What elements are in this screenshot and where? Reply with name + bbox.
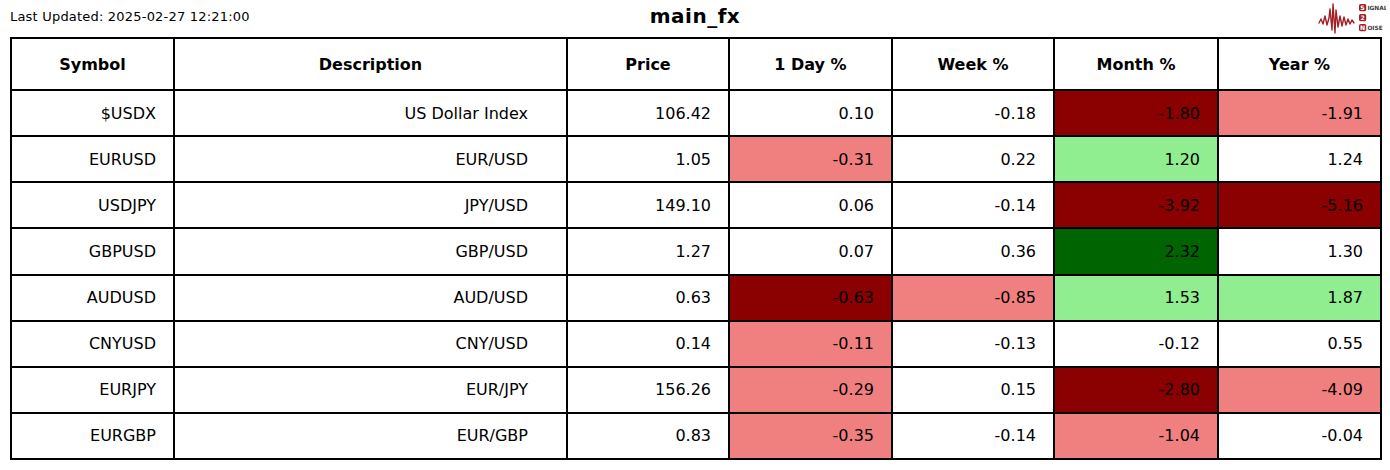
cell-year-pct: 1.30 — [1218, 228, 1381, 274]
cell-year-pct: 1.87 — [1218, 275, 1381, 321]
cell-month-pct: 2.32 — [1054, 228, 1218, 274]
table-row: USDJPY JPY/USD 149.10 0.06 -0.14 -3.92 -… — [11, 182, 1381, 228]
cell-description: EUR/GBP — [174, 413, 567, 459]
cell-symbol: EURUSD — [11, 136, 174, 182]
col-header-description: Description — [174, 38, 567, 90]
cell-price: 0.83 — [567, 413, 729, 459]
cell-description: AUD/USD — [174, 275, 567, 321]
table-row: GBPUSD GBP/USD 1.27 0.07 0.36 2.32 1.30 — [11, 228, 1381, 274]
cell-month-pct: -1.04 — [1054, 413, 1218, 459]
cell-month-pct: -2.80 — [1054, 367, 1218, 413]
cell-description: CNY/USD — [174, 321, 567, 367]
page-title: main_fx — [0, 4, 1390, 28]
cell-price: 149.10 — [567, 182, 729, 228]
table-row: EURUSD EUR/USD 1.05 -0.31 0.22 1.20 1.24 — [11, 136, 1381, 182]
cell-day-pct: 0.06 — [729, 182, 892, 228]
logo-number-2: 2 — [1360, 14, 1364, 21]
cell-price: 0.14 — [567, 321, 729, 367]
table-row: AUDUSD AUD/USD 0.63 -0.63 -0.85 1.53 1.8… — [11, 275, 1381, 321]
cell-description: GBP/USD — [174, 228, 567, 274]
cell-year-pct: 0.55 — [1218, 321, 1381, 367]
cell-week-pct: 0.15 — [892, 367, 1054, 413]
cell-week-pct: -0.14 — [892, 182, 1054, 228]
cell-day-pct: -0.29 — [729, 367, 892, 413]
cell-symbol: $USDX — [11, 90, 174, 136]
col-header-week-pct: Week % — [892, 38, 1054, 90]
cell-year-pct: -4.09 — [1218, 367, 1381, 413]
cell-week-pct: -0.13 — [892, 321, 1054, 367]
cell-symbol: USDJPY — [11, 182, 174, 228]
cell-week-pct: 0.36 — [892, 228, 1054, 274]
cell-description: EUR/JPY — [174, 367, 567, 413]
cell-month-pct: 1.20 — [1054, 136, 1218, 182]
cell-description: US Dollar Index — [174, 90, 567, 136]
cell-day-pct: 0.10 — [729, 90, 892, 136]
table-row: EURJPY EUR/JPY 156.26 -0.29 0.15 -2.80 -… — [11, 367, 1381, 413]
cell-day-pct: -0.31 — [729, 136, 892, 182]
cell-price: 0.63 — [567, 275, 729, 321]
cell-symbol: AUDUSD — [11, 275, 174, 321]
cell-year-pct: -5.16 — [1218, 182, 1381, 228]
logo-text-noise: OISE — [1367, 25, 1382, 31]
cell-price: 1.05 — [567, 136, 729, 182]
cell-day-pct: -0.11 — [729, 321, 892, 367]
table-row: $USDX US Dollar Index 106.42 0.10 -0.18 … — [11, 90, 1381, 136]
waveform-icon — [1319, 4, 1354, 33]
col-header-symbol: Symbol — [11, 38, 174, 90]
cell-description: EUR/USD — [174, 136, 567, 182]
cell-symbol: GBPUSD — [11, 228, 174, 274]
cell-price: 156.26 — [567, 367, 729, 413]
cell-price: 1.27 — [567, 228, 729, 274]
col-header-day-pct: 1 Day % — [729, 38, 892, 90]
cell-price: 106.42 — [567, 90, 729, 136]
logo-graphic: S IGNAL 2 N OISE — [1318, 1, 1386, 36]
cell-year-pct: -0.04 — [1218, 413, 1381, 459]
logo-text-signal: IGNAL — [1367, 5, 1386, 11]
cell-week-pct: -0.18 — [892, 90, 1054, 136]
logo-letter-n: N — [1360, 24, 1365, 31]
table-row: CNYUSD CNY/USD 0.14 -0.11 -0.13 -0.12 0.… — [11, 321, 1381, 367]
cell-month-pct: -1.80 — [1054, 90, 1218, 136]
table-row: EURGBP EUR/GBP 0.83 -0.35 -0.14 -1.04 -0… — [11, 413, 1381, 459]
cell-year-pct: 1.24 — [1218, 136, 1381, 182]
cell-day-pct: 0.07 — [729, 228, 892, 274]
logo-letter-s: S — [1360, 4, 1364, 11]
signal2noise-logo: S IGNAL 2 N OISE — [1318, 1, 1386, 40]
cell-month-pct: -3.92 — [1054, 182, 1218, 228]
col-header-year-pct: Year % — [1218, 38, 1381, 90]
cell-symbol: CNYUSD — [11, 321, 174, 367]
cell-day-pct: -0.63 — [729, 275, 892, 321]
cell-symbol: EURJPY — [11, 367, 174, 413]
header-row: Symbol Description Price 1 Day % Week % … — [11, 38, 1381, 90]
cell-week-pct: -0.14 — [892, 413, 1054, 459]
cell-month-pct: 1.53 — [1054, 275, 1218, 321]
cell-week-pct: -0.85 — [892, 275, 1054, 321]
cell-symbol: EURGBP — [11, 413, 174, 459]
cell-day-pct: -0.35 — [729, 413, 892, 459]
col-header-month-pct: Month % — [1054, 38, 1218, 90]
cell-month-pct: -0.12 — [1054, 321, 1218, 367]
fx-table-body: $USDX US Dollar Index 106.42 0.10 -0.18 … — [11, 90, 1381, 459]
fx-table-header: Symbol Description Price 1 Day % Week % … — [11, 38, 1381, 90]
fx-table: Symbol Description Price 1 Day % Week % … — [10, 37, 1382, 460]
cell-description: JPY/USD — [174, 182, 567, 228]
cell-year-pct: -1.91 — [1218, 90, 1381, 136]
col-header-price: Price — [567, 38, 729, 90]
cell-week-pct: 0.22 — [892, 136, 1054, 182]
